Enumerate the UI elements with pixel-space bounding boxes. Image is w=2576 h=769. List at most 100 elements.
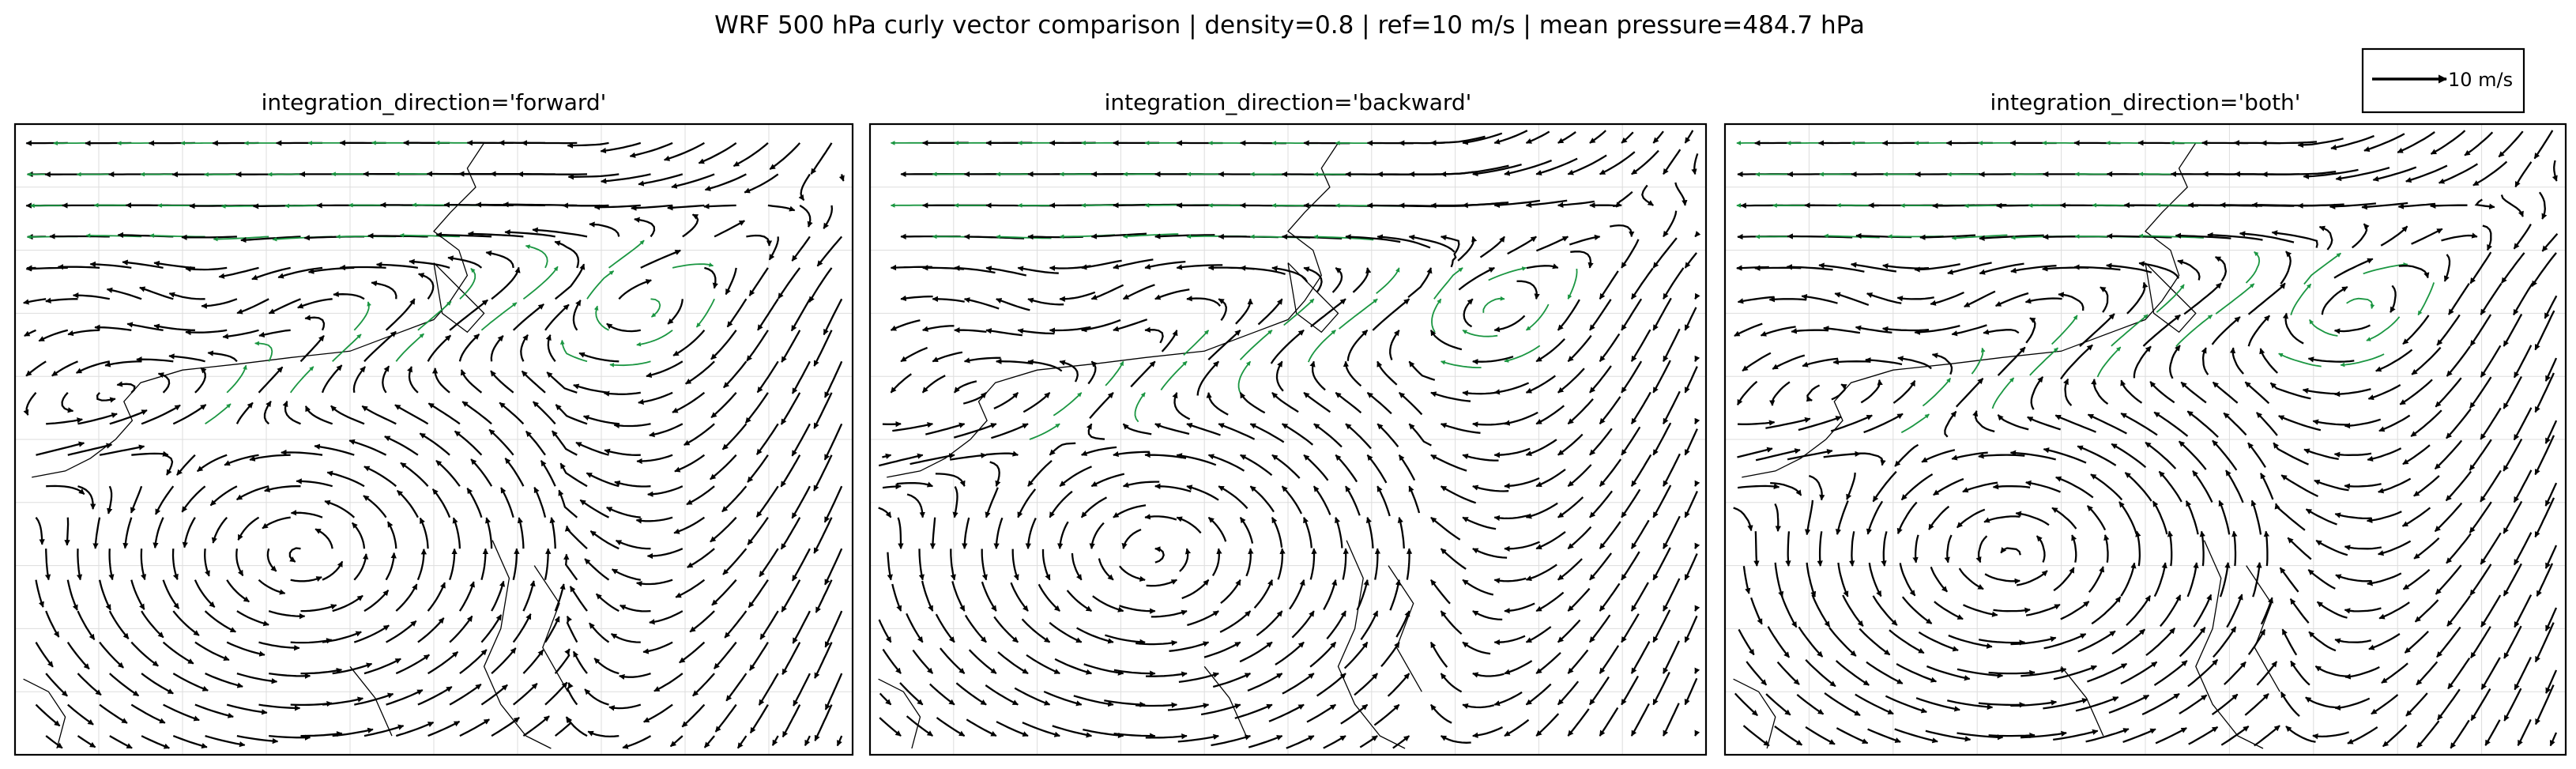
vector — [104, 360, 142, 368]
vector — [1429, 330, 1463, 351]
vector — [555, 404, 588, 425]
highlight-vector — [522, 266, 559, 300]
vector — [1154, 288, 1190, 300]
vector — [172, 735, 208, 749]
vector — [1662, 328, 1681, 362]
vector — [643, 703, 673, 723]
vector — [544, 548, 552, 580]
vector — [435, 232, 492, 238]
coastline — [1287, 262, 1339, 334]
vector — [554, 583, 566, 612]
highlight-vector — [1482, 296, 1505, 313]
vector — [569, 586, 588, 612]
vector — [703, 203, 736, 209]
vector — [1408, 485, 1421, 514]
vector — [363, 466, 397, 488]
vector — [619, 673, 651, 680]
vector — [23, 392, 37, 416]
vector — [1366, 391, 1392, 415]
vector — [635, 579, 673, 587]
vector — [1377, 360, 1398, 386]
vector — [1196, 360, 1220, 396]
vector — [354, 692, 394, 706]
vector — [201, 298, 238, 309]
highlight-vector — [1376, 267, 1400, 294]
vector — [106, 287, 142, 300]
vector — [887, 552, 893, 581]
vector — [386, 689, 424, 706]
vector — [1589, 428, 1613, 456]
vector — [130, 485, 143, 514]
vector — [491, 580, 506, 612]
vector — [499, 401, 525, 425]
vector — [1472, 163, 1522, 177]
vector — [66, 579, 78, 611]
vector — [996, 298, 1030, 311]
vector — [207, 350, 238, 363]
vector — [490, 370, 514, 394]
vector — [1504, 411, 1538, 426]
vector — [1281, 485, 1303, 515]
vector — [168, 292, 205, 300]
vector — [1408, 360, 1436, 381]
vector — [1239, 517, 1254, 544]
vector — [258, 579, 286, 595]
vector — [1377, 234, 1431, 249]
vector — [162, 579, 180, 609]
vector — [46, 417, 83, 425]
highlight-vector — [1123, 233, 1179, 239]
vector — [747, 517, 769, 545]
vector — [1408, 423, 1432, 447]
vector — [304, 405, 333, 425]
vector — [1557, 368, 1585, 394]
vector — [950, 452, 987, 461]
vector — [575, 441, 609, 456]
vector — [622, 735, 652, 749]
coastlines — [23, 142, 569, 749]
vector — [593, 658, 620, 675]
vector — [1218, 423, 1256, 440]
vector — [449, 299, 488, 331]
vector — [1684, 428, 1698, 456]
vector — [400, 462, 429, 487]
vector — [1271, 391, 1299, 413]
vector — [297, 298, 333, 309]
vector — [823, 485, 843, 523]
vector — [522, 649, 544, 674]
vector — [1309, 548, 1317, 580]
vector — [205, 734, 246, 748]
vector — [646, 548, 684, 560]
vector — [262, 516, 291, 530]
vector — [582, 415, 620, 425]
vector — [1027, 359, 1063, 372]
vector — [332, 594, 363, 613]
vector — [932, 296, 965, 303]
vector — [116, 381, 136, 394]
vector — [684, 423, 715, 447]
vector — [985, 328, 1022, 337]
highlight-vector — [353, 301, 371, 331]
vector — [1472, 548, 1508, 559]
vector — [330, 405, 365, 425]
vector — [674, 454, 706, 473]
vector — [314, 443, 355, 456]
vector — [546, 371, 578, 394]
vector — [314, 528, 333, 549]
vector — [1674, 182, 1688, 206]
vector — [300, 667, 343, 675]
vector — [1275, 360, 1284, 392]
vector — [1179, 548, 1192, 572]
vector — [725, 673, 748, 702]
vector — [77, 673, 102, 696]
vector — [748, 579, 769, 609]
vector — [1122, 284, 1155, 300]
vector — [545, 334, 556, 362]
vector — [667, 204, 705, 211]
vector — [953, 380, 977, 394]
vector — [1313, 423, 1343, 448]
vector — [46, 484, 85, 496]
panel-both: integration_direction='both' — [1723, 89, 2567, 756]
highlight-vector — [1462, 330, 1498, 337]
highlight-vector — [1441, 360, 1482, 368]
vector — [1113, 504, 1147, 518]
